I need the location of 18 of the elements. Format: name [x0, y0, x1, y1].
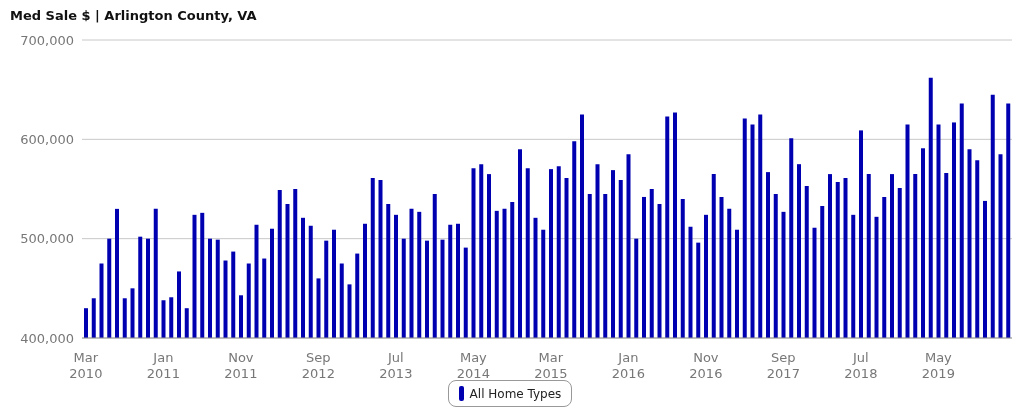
x-tick-label: Sep 2017 — [766, 349, 800, 381]
x-tick-label: Mar 2015 — [534, 349, 568, 381]
x-tick-label: Nov 2011 — [224, 349, 258, 381]
x-tick-label: Sep 2012 — [301, 349, 335, 381]
x-tick-label: Jan 2011 — [146, 349, 180, 381]
y-tick-label: 500,000 — [20, 231, 74, 247]
x-tick-label: May 2019 — [921, 349, 955, 381]
x-tick-label: Mar 2010 — [69, 349, 103, 381]
x-tick-label: May 2014 — [456, 349, 490, 381]
x-tick-label: Jan 2016 — [611, 349, 645, 381]
x-tick-label: Jul 2018 — [844, 349, 878, 381]
x-tick-label: Jul 2013 — [379, 349, 413, 381]
y-tick-label: 400,000 — [20, 330, 74, 346]
chart-title: Med Sale $ | Arlington County, VA — [10, 8, 258, 25]
x-tick-label: Nov 2016 — [689, 349, 723, 381]
legend-label: All Home Types — [468, 386, 562, 401]
y-tick-label: 700,000 — [20, 32, 74, 48]
y-tick-label: 600,000 — [20, 131, 74, 147]
